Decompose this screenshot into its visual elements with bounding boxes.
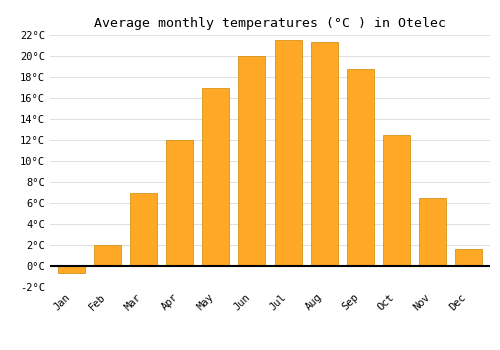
Bar <box>274 40 301 266</box>
Bar <box>166 140 194 266</box>
Bar <box>58 266 85 273</box>
Bar <box>455 249 482 266</box>
Bar <box>130 193 158 266</box>
Bar <box>419 198 446 266</box>
Title: Average monthly temperatures (°C ) in Otelec: Average monthly temperatures (°C ) in Ot… <box>94 17 446 30</box>
Bar <box>238 56 266 266</box>
Bar <box>94 245 121 266</box>
Bar <box>310 42 338 266</box>
Bar <box>346 69 374 266</box>
Bar <box>382 135 410 266</box>
Bar <box>202 88 230 266</box>
